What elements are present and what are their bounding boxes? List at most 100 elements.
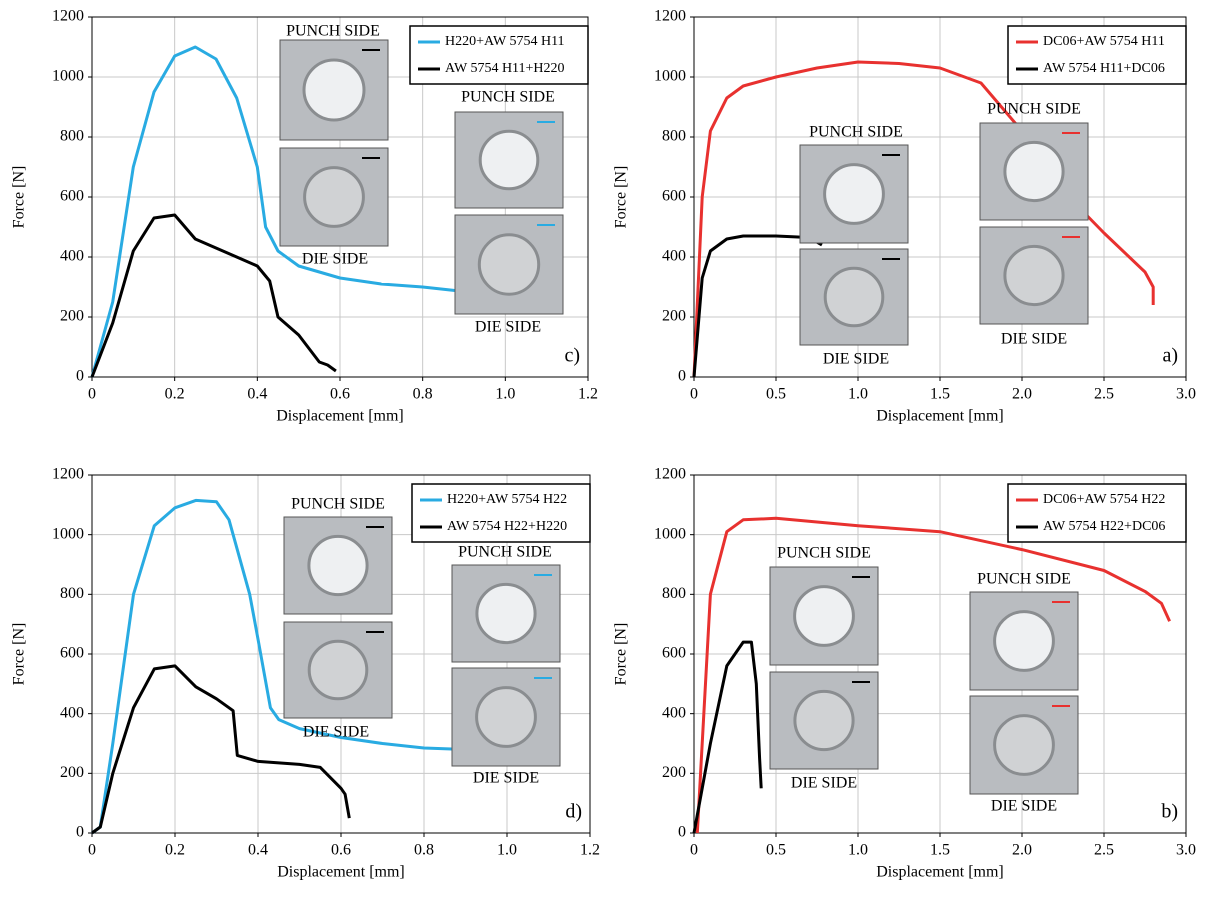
y-tick-label: 1200: [52, 8, 84, 25]
legend-label: AW 5754 H22+DC06: [1043, 519, 1165, 534]
y-tick-label: 600: [662, 188, 686, 205]
x-axis-label: Displacement [mm]: [277, 864, 405, 881]
photo-caption: PUNCH SIDE: [286, 23, 380, 40]
y-tick-label: 1000: [52, 525, 84, 542]
legend-label: DC06+AW 5754 H22: [1043, 492, 1165, 507]
y-tick-label: 600: [60, 188, 84, 205]
x-tick-label: 3.0: [1176, 386, 1196, 403]
data-line: [697, 518, 1169, 833]
x-axis-label: Displacement [mm]: [876, 408, 1004, 425]
photo-spot: [995, 612, 1054, 671]
photo-spot: [304, 60, 364, 120]
y-tick-label: 800: [662, 128, 686, 145]
photo-caption: PUNCH SIDE: [777, 545, 871, 562]
x-tick-label: 0.6: [331, 842, 351, 859]
photo-spot: [479, 235, 538, 294]
y-tick-label: 1000: [52, 68, 84, 85]
photo-spot: [477, 688, 536, 747]
legend-label: DC06+AW 5754 H11: [1043, 34, 1165, 49]
photo-spot: [825, 165, 884, 224]
x-tick-label: 0.5: [766, 842, 786, 859]
photo-caption: DIE SIDE: [473, 770, 539, 787]
y-tick-label: 0: [76, 368, 84, 385]
x-tick-label: 0.4: [248, 842, 268, 859]
panel: 02004006008001000120000.51.01.52.02.53.0…: [613, 8, 1196, 425]
y-tick-label: 200: [662, 308, 686, 325]
y-tick-label: 800: [60, 585, 84, 602]
x-tick-label: 1.0: [497, 842, 517, 859]
photo-spot: [305, 168, 364, 227]
data-line: [694, 642, 761, 833]
photo-caption: DIE SIDE: [991, 798, 1057, 815]
x-tick-label: 0.5: [766, 386, 786, 403]
y-tick-label: 1000: [654, 68, 686, 85]
y-axis-label: Force [N]: [11, 166, 28, 229]
x-tick-label: 3.0: [1176, 842, 1196, 859]
x-tick-label: 1.0: [848, 842, 868, 859]
y-tick-label: 200: [60, 308, 84, 325]
legend-label: H220+AW 5754 H11: [445, 34, 565, 49]
y-tick-label: 1200: [52, 466, 84, 483]
y-tick-label: 400: [662, 248, 686, 265]
panel-label: a): [1162, 345, 1178, 367]
legend-label: AW 5754 H11+DC06: [1043, 61, 1165, 76]
y-tick-label: 800: [60, 128, 84, 145]
figure: 0 200 400 600 800 1000 1200 0 0.2 0.4 0.6 0.8 1.0 1.2…: [0, 0, 1208, 900]
x-tick-label: 1.2: [578, 386, 598, 403]
y-tick-label: 600: [60, 645, 84, 662]
x-tick-label: 0: [88, 842, 96, 859]
photo-spot: [825, 268, 883, 326]
x-tick-label: 0.2: [165, 386, 185, 403]
x-axis-label: Displacement [mm]: [876, 864, 1004, 881]
x-tick-label: 0: [690, 386, 698, 403]
x-tick-label: 1.2: [580, 842, 600, 859]
photo-caption: PUNCH SIDE: [291, 496, 385, 513]
y-axis-label: Force [N]: [613, 623, 630, 686]
x-tick-label: 0.6: [330, 386, 350, 403]
y-tick-label: 400: [60, 248, 84, 265]
x-tick-label: 0: [88, 386, 96, 403]
photo-caption: DIE SIDE: [303, 724, 369, 741]
photo-spot: [795, 587, 854, 646]
legend-label: AW 5754 H11+H220: [445, 61, 565, 76]
x-tick-label: 2.5: [1094, 842, 1114, 859]
photo-spot: [1005, 246, 1063, 304]
legend-label: AW 5754 H22+H220: [447, 519, 567, 534]
photo-spot: [995, 716, 1054, 775]
x-axis-label: Displacement [mm]: [276, 408, 404, 425]
y-tick-label: 0: [76, 824, 84, 841]
y-axis-label: Force [N]: [11, 623, 28, 686]
x-tick-label: 1.0: [495, 386, 515, 403]
photo-caption: PUNCH SIDE: [987, 101, 1081, 118]
x-tick-label: 1.5: [930, 386, 950, 403]
x-tick-label: 0.4: [247, 386, 267, 403]
photo-caption: DIE SIDE: [475, 319, 541, 336]
legend-label: H220+AW 5754 H22: [447, 492, 567, 507]
x-tick-label: 0.2: [165, 842, 185, 859]
y-tick-label: 200: [60, 764, 84, 781]
panel-label: c): [564, 345, 580, 367]
panel-label: d): [565, 801, 582, 823]
y-tick-label: 400: [60, 704, 84, 721]
x-tick-label: 0.8: [414, 842, 434, 859]
y-tick-label: 0: [678, 824, 686, 841]
photo-caption: DIE SIDE: [302, 251, 368, 268]
photo-spot: [309, 641, 367, 699]
photo-caption: PUNCH SIDE: [977, 571, 1071, 588]
panel: 0 200 400 600 800 1000 1200 0 0.2 0.4 0.6 0.8 1.0 1.2…: [11, 466, 600, 881]
photo-spot: [309, 536, 367, 594]
y-axis-label: Force [N]: [613, 166, 630, 229]
photo-caption: DIE SIDE: [1001, 331, 1067, 348]
x-tick-label: 1.0: [848, 386, 868, 403]
photo-spot: [480, 131, 538, 189]
y-tick-label: 400: [662, 704, 686, 721]
photo-spot: [1005, 142, 1063, 200]
photo-caption: DIE SIDE: [823, 351, 889, 368]
data-line: [92, 500, 466, 833]
photo-caption: PUNCH SIDE: [458, 544, 552, 561]
y-tick-label: 600: [662, 645, 686, 662]
x-tick-label: 0: [690, 842, 698, 859]
photo-caption: DIE SIDE: [791, 775, 857, 792]
data-line: [92, 47, 464, 377]
